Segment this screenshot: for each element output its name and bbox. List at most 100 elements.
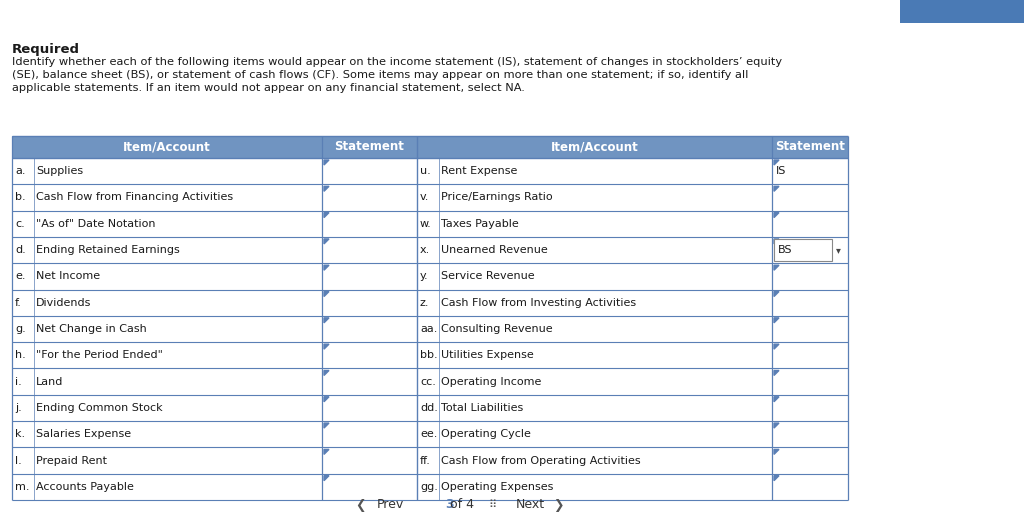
Text: Utilities Expense: Utilities Expense	[441, 350, 534, 361]
Text: h.: h.	[15, 350, 26, 361]
Text: 3: 3	[445, 499, 455, 512]
Polygon shape	[324, 292, 329, 296]
Text: bb.: bb.	[420, 350, 437, 361]
Text: Ending Retained Earnings: Ending Retained Earnings	[36, 245, 180, 255]
Text: Item/Account: Item/Account	[551, 141, 638, 154]
Polygon shape	[324, 397, 329, 402]
Text: ❯: ❯	[553, 499, 563, 512]
Bar	[12, 263, 417, 290]
Text: Supplies: Supplies	[36, 166, 83, 176]
Bar	[12, 395, 417, 421]
Text: gg.: gg.	[420, 482, 438, 492]
Polygon shape	[324, 476, 329, 481]
Text: (SE), balance sheet (BS), or statement of cash flows (CF). Some items may appear: (SE), balance sheet (BS), or statement o…	[12, 70, 749, 80]
Polygon shape	[774, 213, 779, 218]
Bar	[900, 0, 1024, 23]
Text: u.: u.	[420, 166, 431, 176]
Polygon shape	[774, 450, 779, 454]
Text: Dividends: Dividends	[36, 297, 91, 308]
Polygon shape	[324, 187, 329, 191]
Polygon shape	[324, 239, 329, 244]
Text: Statement: Statement	[335, 141, 404, 154]
Text: Prepaid Rent: Prepaid Rent	[36, 455, 106, 466]
Bar	[417, 448, 848, 474]
Bar	[417, 368, 848, 395]
Polygon shape	[324, 160, 329, 165]
Text: j.: j.	[15, 403, 22, 413]
Polygon shape	[324, 344, 329, 349]
Text: Statement: Statement	[775, 141, 845, 154]
Polygon shape	[774, 344, 779, 349]
Text: Item/Account: Item/Account	[123, 141, 211, 154]
Text: Required: Required	[12, 43, 80, 56]
Bar	[12, 210, 417, 237]
Text: ⠿: ⠿	[488, 500, 496, 510]
Text: d.: d.	[15, 245, 26, 255]
Bar	[417, 421, 848, 448]
Text: ee.: ee.	[420, 429, 437, 439]
Polygon shape	[324, 423, 329, 428]
Text: m.: m.	[15, 482, 30, 492]
Polygon shape	[324, 213, 329, 218]
Polygon shape	[774, 370, 779, 376]
Bar	[12, 316, 417, 342]
Polygon shape	[774, 239, 779, 244]
Text: BS: BS	[778, 245, 793, 255]
Text: Service Revenue: Service Revenue	[441, 271, 535, 281]
Text: Cash Flow from Investing Activities: Cash Flow from Investing Activities	[441, 297, 636, 308]
Text: ❮: ❮	[354, 499, 366, 512]
Text: w.: w.	[420, 219, 432, 229]
Text: Next: Next	[515, 499, 545, 512]
Text: e.: e.	[15, 271, 26, 281]
Text: Salaries Expense: Salaries Expense	[36, 429, 131, 439]
Polygon shape	[324, 370, 329, 376]
Polygon shape	[774, 476, 779, 481]
Text: Net Change in Cash: Net Change in Cash	[36, 324, 146, 334]
Text: Price/Earnings Ratio: Price/Earnings Ratio	[441, 192, 553, 203]
Text: Taxes Payable: Taxes Payable	[441, 219, 519, 229]
Text: x.: x.	[420, 245, 430, 255]
Text: "As of" Date Notation: "As of" Date Notation	[36, 219, 156, 229]
Bar	[12, 421, 417, 448]
Text: y.: y.	[420, 271, 429, 281]
Text: Ending Common Stock: Ending Common Stock	[36, 403, 163, 413]
Text: Consulting Revenue: Consulting Revenue	[441, 324, 553, 334]
Bar	[12, 448, 417, 474]
Text: a.: a.	[15, 166, 26, 176]
Text: ▾: ▾	[836, 245, 841, 255]
Text: Total Liabilities: Total Liabilities	[441, 403, 523, 413]
Text: l.: l.	[15, 455, 22, 466]
Text: Operating Cycle: Operating Cycle	[441, 429, 530, 439]
Text: Prev: Prev	[377, 499, 403, 512]
Text: BS: BS	[776, 245, 791, 255]
Text: IS: IS	[776, 166, 786, 176]
Bar	[417, 316, 848, 342]
Bar	[417, 290, 848, 316]
Text: Identify whether each of the following items would appear on the income statemen: Identify whether each of the following i…	[12, 57, 782, 67]
Text: Accounts Payable: Accounts Payable	[36, 482, 134, 492]
Text: of 4: of 4	[450, 499, 474, 512]
Text: i.: i.	[15, 377, 22, 387]
Text: b.: b.	[15, 192, 26, 203]
Polygon shape	[324, 265, 329, 270]
Bar	[12, 342, 417, 368]
Bar	[12, 368, 417, 395]
Polygon shape	[774, 187, 779, 191]
Polygon shape	[774, 397, 779, 402]
Text: Rent Expense: Rent Expense	[441, 166, 517, 176]
Text: Unearned Revenue: Unearned Revenue	[441, 245, 548, 255]
Text: "For the Period Ended": "For the Period Ended"	[36, 350, 163, 361]
Bar	[417, 474, 848, 500]
Bar	[12, 184, 417, 210]
Bar	[417, 210, 848, 237]
Bar	[12, 474, 417, 500]
Text: Operating Expenses: Operating Expenses	[441, 482, 553, 492]
Text: Cash Flow from Operating Activities: Cash Flow from Operating Activities	[441, 455, 641, 466]
Text: g.: g.	[15, 324, 26, 334]
Polygon shape	[774, 160, 779, 165]
Bar	[417, 158, 848, 184]
Text: Land: Land	[36, 377, 63, 387]
Polygon shape	[774, 423, 779, 428]
Text: c.: c.	[15, 219, 25, 229]
Polygon shape	[324, 450, 329, 454]
